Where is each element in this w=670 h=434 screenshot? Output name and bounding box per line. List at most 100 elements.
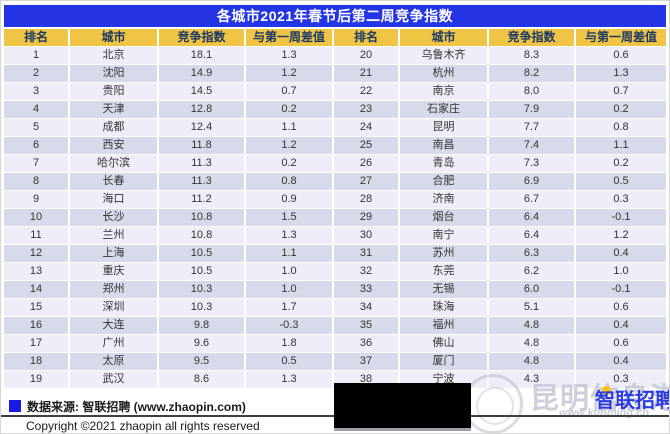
index-cell-left: 14.9 [159, 65, 244, 82]
index-cell-right: 6.4 [489, 227, 574, 244]
rank-cell-right: 34 [334, 299, 398, 316]
index-cell-left: 9.6 [159, 335, 244, 352]
index-cell-left: 9.8 [159, 317, 244, 334]
rank-cell-right: 30 [334, 227, 398, 244]
city-cell-left: 北京 [70, 47, 157, 64]
city-cell-right: 东莞 [400, 263, 487, 280]
col-header-city-left: 城市 [70, 29, 157, 46]
index-cell-left: 18.1 [159, 47, 244, 64]
diff-cell-right: 0.6 [576, 47, 666, 64]
diff-cell-left: 0.2 [246, 101, 332, 118]
rank-cell-left: 2 [4, 65, 68, 82]
city-cell-right: 厦门 [400, 353, 487, 370]
city-cell-left: 沈阳 [70, 65, 157, 82]
rank-cell-left: 16 [4, 317, 68, 334]
rank-cell-left: 5 [4, 119, 68, 136]
city-cell-left: 哈尔滨 [70, 155, 157, 172]
index-cell-right: 6.7 [489, 191, 574, 208]
rank-cell-right: 24 [334, 119, 398, 136]
index-cell-left: 11.3 [159, 173, 244, 190]
rank-cell-left: 9 [4, 191, 68, 208]
diff-cell-right: 0.7 [576, 83, 666, 100]
diff-cell-left: 1.7 [246, 299, 332, 316]
index-cell-right: 8.0 [489, 83, 574, 100]
city-cell-left: 重庆 [70, 263, 157, 280]
rank-cell-left: 13 [4, 263, 68, 280]
index-cell-left: 11.3 [159, 155, 244, 172]
table-row: 6 西安 11.8 1.2 25 南昌 7.4 1.1 [4, 137, 666, 154]
index-cell-right: 5.1 [489, 299, 574, 316]
rank-cell-right: 28 [334, 191, 398, 208]
table-row: 18 太原 9.5 0.5 37 厦门 4.8 0.4 [4, 353, 666, 370]
diff-cell-left: -0.3 [246, 317, 332, 334]
table-row: 9 海口 11.2 0.9 28 济南 6.7 0.3 [4, 191, 666, 208]
diff-cell-right: 0.6 [576, 299, 666, 316]
diff-cell-left: 1.2 [246, 65, 332, 82]
diff-cell-left: 0.9 [246, 191, 332, 208]
rank-cell-right: 33 [334, 281, 398, 298]
rank-cell-left: 12 [4, 245, 68, 262]
diff-cell-left: 1.1 [246, 119, 332, 136]
index-cell-right: 8.2 [489, 65, 574, 82]
diff-cell-left: 1.3 [246, 47, 332, 64]
source-marker-icon [9, 400, 21, 412]
table-row: 1 北京 18.1 1.3 20 乌鲁木齐 8.3 0.6 [4, 47, 666, 64]
city-cell-left: 大连 [70, 317, 157, 334]
index-cell-left: 11.2 [159, 191, 244, 208]
col-header-city-right: 城市 [400, 29, 487, 46]
diff-cell-right: -0.1 [576, 209, 666, 226]
redaction-box [334, 383, 471, 431]
rank-cell-right: 22 [334, 83, 398, 100]
diff-cell-right: 0.3 [576, 191, 666, 208]
col-header-index-left: 竞争指数 [159, 29, 244, 46]
index-cell-left: 10.5 [159, 263, 244, 280]
city-cell-right: 南宁 [400, 227, 487, 244]
rank-cell-right: 32 [334, 263, 398, 280]
diff-cell-right: 0.8 [576, 119, 666, 136]
city-cell-right: 南京 [400, 83, 487, 100]
city-cell-right: 济南 [400, 191, 487, 208]
table-row: 2 沈阳 14.9 1.2 21 杭州 8.2 1.3 [4, 65, 666, 82]
table-row: 15 深圳 10.3 1.7 34 珠海 5.1 0.6 [4, 299, 666, 316]
index-cell-left: 11.8 [159, 137, 244, 154]
competition-table: 排名 城市 竞争指数 与第一周差值 排名 城市 竞争指数 与第一周差值 1 北京… [4, 29, 666, 388]
rank-cell-left: 10 [4, 209, 68, 226]
index-cell-left: 10.3 [159, 299, 244, 316]
index-cell-left: 10.8 [159, 209, 244, 226]
rank-cell-right: 31 [334, 245, 398, 262]
diff-cell-left: 1.3 [246, 371, 332, 388]
col-header-index-right: 竞争指数 [489, 29, 574, 46]
col-header-diff-right: 与第一周差值 [576, 29, 666, 46]
rank-cell-left: 18 [4, 353, 68, 370]
rank-cell-left: 17 [4, 335, 68, 352]
diff-cell-right: 1.3 [576, 65, 666, 82]
rank-cell-right: 36 [334, 335, 398, 352]
rank-cell-left: 6 [4, 137, 68, 154]
index-cell-right: 6.9 [489, 173, 574, 190]
diff-cell-right: 0.3 [576, 371, 666, 388]
index-cell-right: 4.8 [489, 317, 574, 334]
diff-cell-left: 1.2 [246, 137, 332, 154]
table-row: 5 成都 12.4 1.1 24 昆明 7.7 0.8 [4, 119, 666, 136]
table-row: 11 兰州 10.8 1.3 30 南宁 6.4 1.2 [4, 227, 666, 244]
city-cell-left: 贵阳 [70, 83, 157, 100]
diff-cell-left: 0.5 [246, 353, 332, 370]
rank-cell-left: 19 [4, 371, 68, 388]
rank-cell-left: 11 [4, 227, 68, 244]
rank-cell-left: 7 [4, 155, 68, 172]
index-cell-right: 6.0 [489, 281, 574, 298]
table-row: 7 哈尔滨 11.3 0.2 26 青岛 7.3 0.2 [4, 155, 666, 172]
rank-cell-left: 14 [4, 281, 68, 298]
city-cell-left: 天津 [70, 101, 157, 118]
diff-cell-left: 0.8 [246, 173, 332, 190]
col-header-rank-left: 排名 [4, 29, 68, 46]
table-row: 16 大连 9.8 -0.3 35 福州 4.8 0.4 [4, 317, 666, 334]
diff-cell-left: 0.7 [246, 83, 332, 100]
index-cell-left: 12.4 [159, 119, 244, 136]
diff-cell-right: 0.4 [576, 245, 666, 262]
index-cell-right: 6.3 [489, 245, 574, 262]
watermark-seal-icon [463, 374, 523, 433]
diff-cell-left: 1.5 [246, 209, 332, 226]
diff-cell-right: 0.6 [576, 335, 666, 352]
index-cell-left: 12.8 [159, 101, 244, 118]
